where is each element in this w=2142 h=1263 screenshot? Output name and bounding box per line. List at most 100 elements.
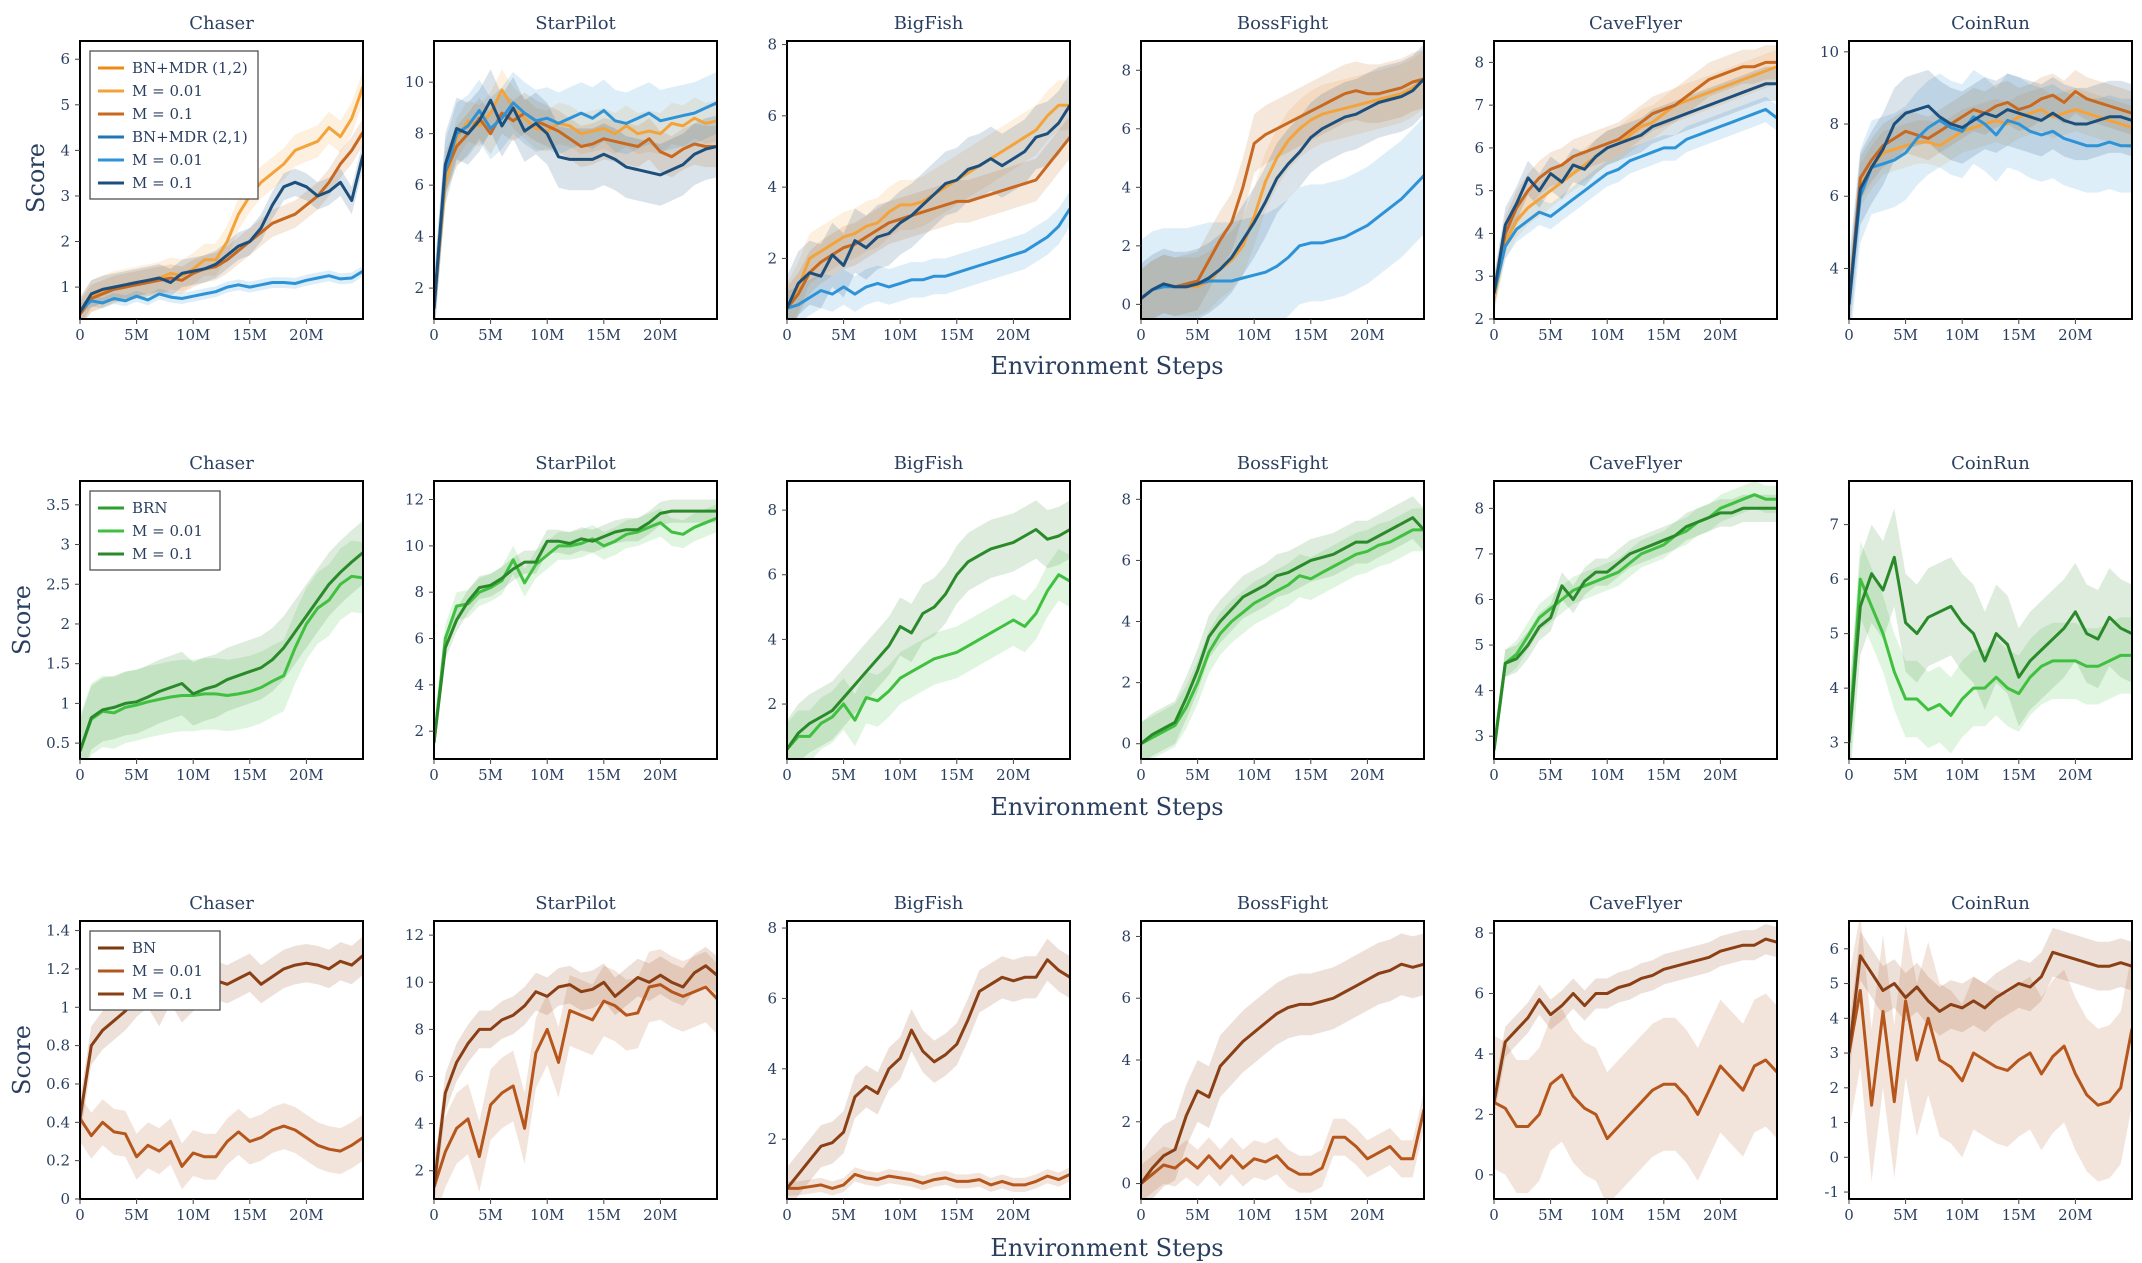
plot-frame <box>786 920 1071 1200</box>
series-line-2 <box>1141 77 1424 300</box>
legend-box <box>89 50 259 200</box>
chart-title: CaveFlyer <box>1589 453 1682 474</box>
y-tick-label: 4 <box>1121 1051 1131 1069</box>
series-line-4 <box>80 154 363 313</box>
legend-label: BRN <box>132 499 167 517</box>
y-tick-label: 8 <box>1829 115 1839 133</box>
x-tick-label: 0 <box>75 766 85 784</box>
y-tick-label: 1 <box>60 998 70 1016</box>
plot-area <box>1849 69 2132 319</box>
y-tick-label: 8 <box>1121 61 1131 79</box>
plot-area <box>80 70 363 319</box>
x-tick-label: 15M <box>940 326 974 344</box>
y-tick-label: 6 <box>1474 590 1484 608</box>
series-band-4 <box>1141 43 1424 319</box>
x-tick-label: 20M <box>996 326 1030 344</box>
plot-frame <box>79 480 364 760</box>
series-band-2 <box>787 938 1070 1199</box>
y-tick-label: 2 <box>767 695 777 713</box>
series-line-1 <box>787 1172 1070 1190</box>
y-tick-label: 8 <box>414 583 424 601</box>
plot-frame <box>1493 40 1778 320</box>
series-line-3 <box>80 269 363 312</box>
x-tick-label: 5M <box>478 1206 503 1224</box>
y-tick-label: -1 <box>1824 1183 1839 1201</box>
y-tick-label: 3.5 <box>46 496 70 514</box>
x-tick-label: 15M <box>2002 326 2036 344</box>
series-line-1 <box>80 574 363 752</box>
x-tick-label: 15M <box>233 766 267 784</box>
y-tick-label: 6 <box>767 566 777 584</box>
plot-frame <box>433 40 718 320</box>
x-tick-label: 10M <box>883 326 917 344</box>
series-band-1 <box>1141 1090 1424 1199</box>
chart-panel-r3-caveflyer: CaveFlyer 0 5M 10M 15M 20M 0 2 4 6 8 <box>1474 893 1778 1224</box>
y-tick-label: 8 <box>767 36 777 54</box>
y-tick-label: 4 <box>1121 178 1131 196</box>
series-band-2 <box>1494 45 1777 311</box>
y-tick-label: 0 <box>1121 735 1131 753</box>
x-tick-label: 0 <box>1844 1206 1854 1224</box>
chart-panel-r1-bossfight: BossFight 0 5M 10M 15M 20M 0 2 4 6 8 <box>1121 13 1425 344</box>
series-band-4 <box>80 141 363 319</box>
x-tick-label: 20M <box>2058 766 2092 784</box>
series-band-4 <box>1849 69 2132 319</box>
chart-title: BigFish <box>894 13 964 34</box>
chart-panel-r1-starpilot: StarPilot 0 5M 10M 15M 20M 2 4 6 8 10 <box>405 13 718 344</box>
series-band-2 <box>80 118 363 319</box>
series-band-2 <box>434 499 717 755</box>
chart-title: CaveFlyer <box>1589 13 1682 34</box>
x-tick-label: 0 <box>782 326 792 344</box>
plot-area <box>1494 481 1777 759</box>
y-tick-label: 8 <box>1121 490 1131 508</box>
x-tick-label: 10M <box>1237 766 1271 784</box>
x-tick-label: 5M <box>124 1206 149 1224</box>
y-tick-label: 2 <box>1121 674 1131 692</box>
plot-area <box>1849 508 2132 759</box>
x-tick-label: 15M <box>1294 326 1328 344</box>
chart-title: BossFight <box>1237 893 1329 914</box>
x-tick-label: 0 <box>75 326 85 344</box>
series-line-1 <box>1141 1109 1424 1185</box>
plot-area <box>434 69 717 319</box>
series-band-2 <box>787 115 1070 319</box>
series-band-1 <box>434 949 717 1199</box>
y-tick-label: 6 <box>767 107 777 125</box>
legend-label: M = 0.01 <box>132 522 203 540</box>
chart-panel-r2-chaser: Chaser 0 5M 10M 15M 20M 0.5 1 1.5 2 2.5 3 3.5 BRN M = … <box>46 453 364 784</box>
x-tick-label: 20M <box>2058 326 2092 344</box>
x-tick-label: 5M <box>124 766 149 784</box>
x-axis-label-row-2: Environment Steps <box>990 793 1223 821</box>
series-line-2 <box>787 528 1070 751</box>
plot-frame <box>1140 40 1425 320</box>
x-tick-label: 10M <box>1590 766 1624 784</box>
series-band-2 <box>1141 933 1424 1199</box>
series-line-2 <box>787 958 1070 1190</box>
y-tick-label: 1.5 <box>46 655 70 673</box>
x-tick-label: 0 <box>75 1206 85 1224</box>
y-tick-label: 0.6 <box>46 1075 70 1093</box>
series-line-4 <box>1494 82 1777 294</box>
x-tick-label: 5M <box>831 1206 856 1224</box>
series-line-2 <box>1494 937 1777 1103</box>
legend-label: M = 0.01 <box>132 151 203 169</box>
y-tick-label: 6 <box>1829 570 1839 588</box>
x-tick-label: 10M <box>530 326 564 344</box>
chart-panel-r2-coinrun: CoinRun 0 5M 10M 15M 20M 3 4 5 6 7 <box>1829 453 2133 784</box>
y-tick-label: 2 <box>1474 1105 1484 1123</box>
y-tick-label: 6 <box>60 50 70 68</box>
y-tick-label: 5 <box>60 96 70 114</box>
x-tick-label: 10M <box>1945 766 1979 784</box>
y-tick-label: 0 <box>1829 1148 1839 1166</box>
y-tick-label: 6 <box>1474 985 1484 1003</box>
series-line-1 <box>1494 493 1777 751</box>
x-tick-label: 0 <box>1136 766 1146 784</box>
chart-panel-r1-coinrun: CoinRun 0 5M 10M 15M 20M 4 6 8 10 <box>1820 13 2133 344</box>
x-tick-label: 20M <box>289 1206 323 1224</box>
x-tick-label: 20M <box>1703 1206 1737 1224</box>
x-tick-label: 10M <box>883 1206 917 1224</box>
series-line-2 <box>434 509 717 743</box>
series-line-2 <box>1849 90 2132 305</box>
series-band-1 <box>80 1095 363 1190</box>
y-tick-label: 0 <box>1121 1175 1131 1193</box>
